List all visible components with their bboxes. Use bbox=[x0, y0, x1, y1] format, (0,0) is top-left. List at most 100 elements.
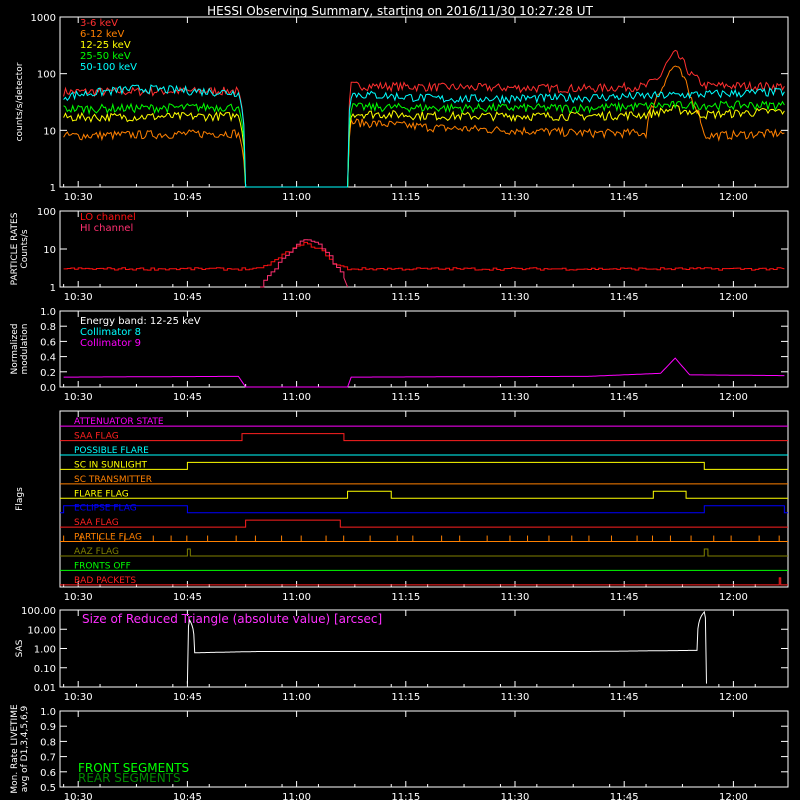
livetime-ytick-label: 0.9 bbox=[40, 722, 56, 733]
count-rates-xtick-label: 10:45 bbox=[173, 192, 202, 203]
particle-rates-xtick-label: 11:00 bbox=[282, 292, 311, 303]
livetime-xtick-label: 11:15 bbox=[391, 792, 420, 800]
flag-label-1: SAA FLAG bbox=[74, 432, 119, 442]
particle-rates-frame bbox=[59, 210, 789, 288]
series-line-50-100-keV bbox=[63, 84, 785, 188]
flags-ylabel: Flags bbox=[15, 487, 25, 511]
count-rates-xtick-label: 11:00 bbox=[282, 192, 311, 203]
sas-annotation: Size of Reduced Triangle (absolute value… bbox=[82, 612, 382, 626]
particle-rates-ytick-label: 100 bbox=[37, 207, 56, 218]
legend-50-100-keV: 50-100 keV bbox=[80, 62, 137, 73]
count-rates-ylabel: counts/s/detector bbox=[15, 62, 25, 141]
flags-xtick-label: 10:30 bbox=[64, 592, 93, 603]
flag-label-5: FLARE FLAG bbox=[74, 489, 129, 499]
livetime-ytick-label: 1.0 bbox=[40, 707, 56, 718]
flag-line-11 bbox=[60, 577, 788, 586]
modulation-ytick-label: 0.8 bbox=[40, 322, 56, 333]
flags-xtick-label: 11:45 bbox=[610, 592, 639, 603]
modulation-xtick-label: 12:00 bbox=[719, 392, 748, 403]
series-line-3-6-keV bbox=[63, 49, 785, 188]
count-rates-ytick-label: 10 bbox=[43, 126, 56, 137]
count-rates-ytick-label: 100 bbox=[37, 70, 56, 81]
flags-xtick-label: 11:00 bbox=[282, 592, 311, 603]
sas-ytick-label: 0.10 bbox=[34, 664, 56, 675]
sas-xtick-label: 11:45 bbox=[610, 692, 639, 703]
livetime-ytick-label: 0.6 bbox=[40, 768, 56, 779]
count-rates-frame bbox=[59, 16, 789, 188]
livetime-legend-1: REAR SEGMENTS bbox=[78, 771, 181, 785]
modulation-xtick-label: 10:30 bbox=[64, 392, 93, 403]
count-rates-xtick-label: 11:45 bbox=[610, 192, 639, 203]
livetime-xtick-label: 12:00 bbox=[719, 792, 748, 800]
livetime-xtick-label: 10:30 bbox=[64, 792, 93, 800]
modulation-ytick-label: 0.6 bbox=[40, 337, 56, 348]
flag-line-1 bbox=[60, 433, 788, 442]
legend-6-12-keV: 6-12 keV bbox=[80, 29, 124, 40]
sas-xtick-label: 11:15 bbox=[391, 692, 420, 703]
modulation-ytick-label: 1.0 bbox=[40, 307, 56, 318]
flags-xtick-label: 11:30 bbox=[501, 592, 530, 603]
particle-rates-xtick-label: 12:00 bbox=[719, 292, 748, 303]
page-title: HESSI Observing Summary, starting on 201… bbox=[207, 4, 593, 18]
flag-line-6 bbox=[60, 505, 788, 514]
flags-xtick-label: 11:15 bbox=[391, 592, 420, 603]
particle-rates-xtick-label: 10:45 bbox=[173, 292, 202, 303]
count-rates-xtick-label: 11:15 bbox=[391, 192, 420, 203]
series-line-12-25-keV bbox=[63, 104, 785, 188]
flag-line-9 bbox=[60, 548, 788, 557]
particle-legend-1: HI channel bbox=[80, 223, 133, 234]
flag-line-7 bbox=[60, 519, 788, 528]
flag-label-10: FRONTS OFF bbox=[74, 561, 131, 571]
flag-label-8: PARTICLE FLAG bbox=[74, 533, 142, 543]
livetime-ytick-label: 0.5 bbox=[40, 783, 56, 794]
sas-ytick-label: 1.00 bbox=[34, 645, 56, 656]
series-line-6-12-keV bbox=[63, 65, 785, 188]
livetime-ylabel: avg of D1,3,4,5,6,9 bbox=[20, 705, 30, 792]
flag-label-2: POSSIBLE FLARE bbox=[74, 446, 149, 456]
sas-ylabel: SAS bbox=[15, 639, 25, 657]
particle-rates-xtick-label: 10:30 bbox=[64, 292, 93, 303]
flags-frame bbox=[59, 410, 789, 588]
livetime-frame bbox=[59, 710, 789, 788]
modulation-xtick-label: 11:45 bbox=[610, 392, 639, 403]
flag-label-4: SC TRANSMITTER bbox=[74, 475, 152, 485]
count-rates-xtick-label: 11:30 bbox=[501, 192, 530, 203]
sas-ytick-label: 100.00 bbox=[21, 606, 56, 617]
count-rates-ytick-label: 1 bbox=[50, 183, 56, 194]
sas-ytick-label: 0.01 bbox=[34, 683, 56, 694]
modulation-xtick-label: 11:30 bbox=[501, 392, 530, 403]
flags-xtick-label: 10:45 bbox=[173, 592, 202, 603]
modulation-legend-1: Collimator 9 bbox=[80, 338, 141, 349]
particle-rates-ylabel: PARTICLE RATES bbox=[10, 212, 20, 285]
sas-xtick-label: 12:00 bbox=[719, 692, 748, 703]
count-rates-xtick-label: 10:30 bbox=[64, 192, 93, 203]
modulation-frame bbox=[59, 310, 789, 388]
livetime-legend-0: FRONT SEGMENTS bbox=[78, 761, 189, 775]
particle-legend-0: LO channel bbox=[80, 212, 136, 223]
livetime-xtick-label: 10:45 bbox=[173, 792, 202, 800]
livetime-xtick-label: 11:45 bbox=[610, 792, 639, 800]
flags-xtick-label: 12:00 bbox=[719, 592, 748, 603]
modulation-ytick-label: 0.0 bbox=[40, 383, 56, 394]
particle-rates-ytick-label: 10 bbox=[43, 245, 56, 256]
sas-ytick-label: 10.00 bbox=[27, 625, 56, 636]
modulation-ytick-label: 0.2 bbox=[40, 368, 56, 379]
particle-rates-xtick-label: 11:45 bbox=[610, 292, 639, 303]
sas-xtick-label: 11:00 bbox=[282, 692, 311, 703]
page-title-wrap: HESSI Observing Summary, starting on 201… bbox=[0, 0, 800, 19]
livetime-ylabel: Mon. Rate LIVETIME bbox=[10, 704, 20, 794]
flag-line-5 bbox=[60, 490, 788, 499]
modulation-line-1 bbox=[63, 357, 785, 388]
modulation-ylabel: modulation bbox=[20, 324, 30, 375]
flag-label-7: SAA FLAG bbox=[74, 518, 119, 528]
count-rates-ytick-label: 1000 bbox=[31, 13, 56, 24]
sas-xtick-label: 11:30 bbox=[501, 692, 530, 703]
modulation-annotation: Energy band: 12-25 keV bbox=[80, 316, 201, 327]
series-line-25-50-keV bbox=[63, 100, 785, 188]
legend-3-6-keV: 3-6 keV bbox=[80, 18, 118, 29]
count-rates-xtick-label: 12:00 bbox=[719, 192, 748, 203]
modulation-legend-0: Collimator 8 bbox=[80, 327, 141, 338]
livetime-ytick-label: 0.8 bbox=[40, 737, 56, 748]
modulation-xtick-label: 11:00 bbox=[282, 392, 311, 403]
